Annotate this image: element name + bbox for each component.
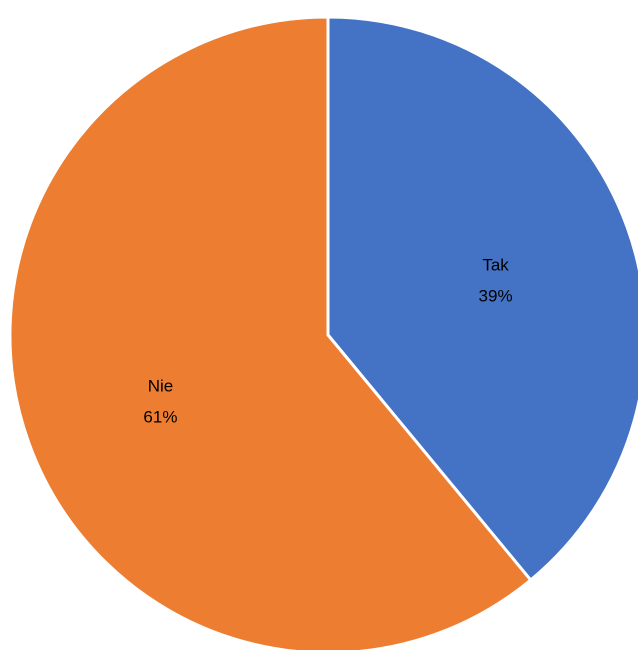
data-label-nie: Nie 61% — [143, 376, 177, 426]
pie-slice-nie — [8, 15, 533, 650]
data-label-percent: 39% — [479, 287, 513, 306]
slices-layer — [8, 15, 638, 650]
data-label-percent: 61% — [143, 407, 177, 426]
pie-slice-tak — [326, 15, 638, 582]
labels-layer: Tak 39% Nie 61% — [143, 256, 512, 427]
data-label-tak: Tak 39% — [479, 256, 513, 306]
data-label-category: Nie — [148, 376, 174, 395]
data-label-category: Tak — [482, 256, 509, 275]
